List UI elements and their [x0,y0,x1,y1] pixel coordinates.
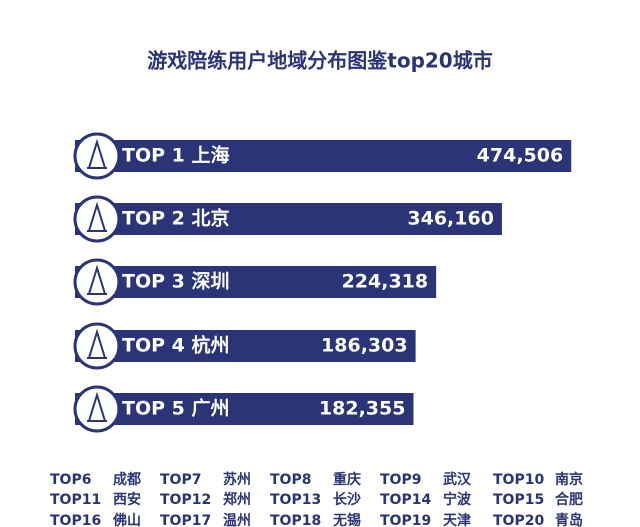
landmark-icon [87,264,107,295]
rank-label: TOP18 [270,513,321,527]
city-label: 长沙 [333,491,361,508]
rank-label: TOP20 [493,513,544,527]
rank-label: TOP12 [160,492,211,508]
rank-label: TOP14 [380,492,431,508]
rank-label: TOP15 [493,492,544,508]
landmark-icon [87,138,107,169]
rank-label: TOP11 [50,492,101,508]
rank-label: TOP8 [270,472,311,488]
rank-label: TOP16 [50,513,101,527]
rank-label: TOP17 [160,513,211,527]
bar [75,266,437,298]
city-label: 武汉 [443,471,472,488]
city-label: 佛山 [112,512,141,527]
city-icon [73,258,121,306]
city-icon [73,385,121,433]
city-label: 重庆 [333,471,361,488]
bar [75,203,502,235]
bar [75,393,414,425]
city-label: 无锡 [332,512,361,527]
bar-label: TOP 3 深圳 [122,270,230,293]
city-label: 青岛 [555,512,583,527]
value-label: 182,355 [319,398,406,420]
city-label: 苏州 [223,471,251,488]
landmark-icon [87,328,107,359]
city-label: 南京 [555,471,583,488]
bar-label: TOP 1 上海 [122,144,230,167]
city-label: 成都 [113,471,141,488]
city-label: 合肥 [555,491,583,508]
chart-title: 游戏陪练用户地域分布图鉴top20城市 [147,49,492,73]
city-label: 西安 [113,491,141,508]
city-icon [73,132,121,180]
city-label: 郑州 [223,491,251,508]
rank-label: TOP9 [380,472,421,488]
city-label: 温州 [223,513,251,527]
value-label: 346,160 [407,208,494,230]
value-label: 186,303 [321,335,408,357]
rank-label: TOP13 [270,492,321,508]
landmark-icon [87,201,107,232]
city-icon [73,322,121,370]
city-icon [73,195,121,243]
rank-label: TOP7 [160,472,201,488]
city-label: 天津 [443,512,471,527]
landmark-icon [87,391,107,422]
rank-label: TOP10 [493,472,544,488]
bar-label: TOP 4 杭州 [122,334,230,357]
city-label: 宁波 [443,491,472,508]
value-label: 474,506 [477,145,564,167]
bar-label: TOP 5 广州 [122,397,230,420]
rank-label: TOP19 [380,513,431,527]
bar [75,330,416,362]
rank-label: TOP6 [50,472,91,488]
bar [75,140,572,172]
value-label: 224,318 [342,271,429,293]
bar-label: TOP 2 北京 [122,207,230,230]
